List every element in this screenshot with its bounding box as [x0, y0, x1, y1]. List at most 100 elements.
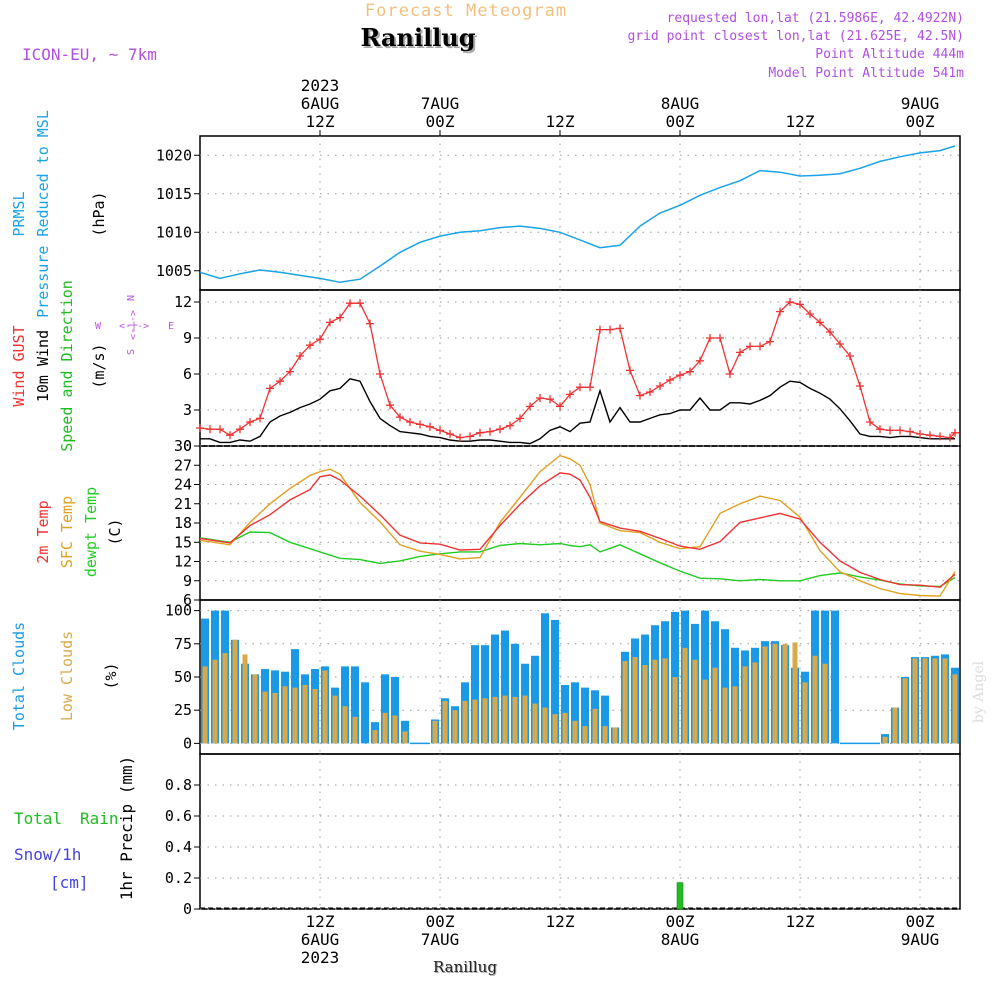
- low-cloud-bar: [282, 686, 288, 744]
- low-cloud-bar: [212, 659, 218, 744]
- y-tick-label: 9: [183, 329, 192, 347]
- y-tick-label: 0.2: [165, 869, 192, 887]
- gust-marker: [496, 425, 504, 434]
- gust-marker: [216, 425, 224, 434]
- low-cloud-bar: [922, 658, 928, 744]
- total-cloud-bar: [701, 610, 709, 744]
- gust-marker: [636, 391, 644, 400]
- low-cloud-bar: [222, 653, 228, 744]
- gust-marker: [526, 402, 534, 411]
- low-cloud-bar: [202, 666, 208, 744]
- gust-marker: [836, 340, 844, 348]
- y-tick-label: 0.6: [165, 807, 192, 825]
- top-time-label: 2023: [301, 76, 340, 95]
- low-cloud-bar: [612, 727, 618, 744]
- low-cloud-bar: [692, 659, 698, 744]
- compass-w: W: [95, 321, 102, 332]
- total-cloud-bar: [351, 666, 359, 744]
- total-cloud-bar: [481, 645, 489, 744]
- gust-marker: [876, 425, 884, 434]
- total-cloud-bar: [571, 682, 579, 744]
- panel-axis-label: Speed and Direction: [58, 280, 76, 452]
- panel-axis-label: Wind GUST: [10, 325, 28, 406]
- y-tick-label: 75: [174, 635, 192, 653]
- compass-n: N: [126, 295, 137, 301]
- temperature-panel-labels: 2m Temp SFC Temp dewpt Temp (C): [34, 487, 124, 577]
- total-cloud-bar: [831, 610, 839, 744]
- low-cloud-bar: [322, 670, 328, 744]
- low-cloud-bar: [912, 658, 918, 744]
- panel-axis-label: SFC Temp: [58, 496, 76, 568]
- low-cloud-bar: [522, 695, 528, 744]
- gust-marker: [506, 421, 514, 430]
- gust-marker: [626, 366, 634, 375]
- precip-axis-label: 1hr Precip (mm): [117, 756, 136, 901]
- panel-axis-label: (%): [102, 662, 120, 689]
- low-cloud-bar: [562, 712, 568, 744]
- gust-marker: [566, 390, 574, 399]
- gust-marker: [286, 367, 294, 376]
- y-tick-label: 15: [174, 533, 192, 551]
- point-altitude: Point Altitude 444m: [815, 47, 964, 62]
- y-tick-label: 18: [174, 514, 192, 532]
- gust-marker: [951, 428, 959, 437]
- total-cloud-bar: [471, 645, 479, 744]
- y-tick-label: 30: [174, 437, 192, 455]
- top-time-label: 00Z: [666, 112, 695, 131]
- gust-marker: [896, 426, 904, 435]
- wind-gust-line: [199, 301, 956, 439]
- total-cloud-bar: [551, 619, 559, 744]
- gust-marker: [206, 425, 214, 434]
- gust-marker: [846, 352, 854, 360]
- model-altitude: Model Point Altitude 541m: [768, 66, 964, 81]
- grid-point-coords: grid point closest lon,lat (21.625E, 42.…: [627, 29, 964, 44]
- low-cloud-bar: [272, 692, 278, 744]
- gust-marker: [376, 370, 384, 378]
- low-cloud-bar: [742, 666, 748, 744]
- gust-marker: [346, 299, 354, 308]
- total-cloud-bar: [501, 630, 509, 744]
- gust-marker: [466, 432, 474, 441]
- rain-bar: [676, 882, 684, 910]
- gust-marker: [426, 422, 434, 431]
- gust-marker: [236, 425, 244, 434]
- precip-label-snow: Snow/1h: [14, 845, 81, 864]
- pressure-line: [199, 145, 956, 284]
- panel-axis-label: Low Clouds: [58, 631, 76, 721]
- top-time-label: 8AUG: [661, 94, 700, 113]
- model-label: ICON-EU, ~ 7km: [22, 45, 157, 64]
- y-tick-label: 1020: [156, 146, 192, 164]
- gust-marker: [746, 342, 754, 351]
- bottom-time-label: 9AUG: [901, 930, 940, 949]
- location-title: Ranillug: [360, 23, 475, 52]
- gust-marker: [826, 328, 834, 336]
- top-time-label: 7AUG: [421, 94, 460, 113]
- low-cloud-bar: [392, 715, 398, 744]
- total-cloud-bar: [381, 674, 389, 744]
- total-cloud-bar: [581, 687, 589, 744]
- gust-marker: [356, 299, 364, 308]
- low-cloud-bar: [772, 643, 778, 744]
- bottom-time-label: 7AUG: [421, 930, 460, 949]
- gust-marker: [256, 414, 264, 423]
- total-cloud-bar: [511, 643, 519, 744]
- panel-axis-label: dewpt Temp: [82, 487, 100, 577]
- low-cloud-bar: [452, 710, 458, 744]
- total-cloud-bar: [341, 666, 349, 744]
- gust-marker: [266, 384, 274, 393]
- top-time-label: 9AUG: [901, 94, 940, 113]
- total-cloud-bar: [721, 629, 729, 744]
- y-tick-label: 27: [174, 456, 192, 474]
- low-cloud-bar: [552, 714, 558, 744]
- gust-marker: [416, 420, 424, 429]
- low-cloud-bar: [352, 716, 358, 744]
- gust-marker: [736, 348, 744, 357]
- low-cloud-bar: [632, 657, 638, 744]
- low-cloud-bar: [252, 674, 258, 744]
- total-cloud-bar: [391, 677, 399, 744]
- y-tick-label: 1015: [156, 185, 192, 203]
- gust-marker: [686, 367, 694, 376]
- low-cloud-bar: [432, 720, 438, 744]
- low-cloud-bar: [642, 665, 648, 744]
